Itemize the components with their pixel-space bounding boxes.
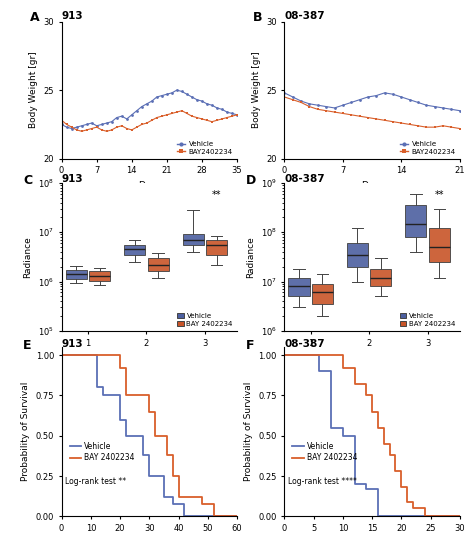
Legend: Vehicle, BAY 2402234: Vehicle, BAY 2402234 <box>399 313 456 328</box>
X-axis label: Days: Days <box>138 181 161 190</box>
Text: E: E <box>23 338 32 351</box>
Legend: Vehicle, BAY 2402234: Vehicle, BAY 2402234 <box>176 313 234 328</box>
Text: C: C <box>23 174 32 187</box>
Text: D: D <box>246 174 256 187</box>
X-axis label: Days: Days <box>361 181 383 190</box>
Text: **: ** <box>212 190 221 200</box>
Bar <box>206 240 227 254</box>
Text: 913: 913 <box>62 338 83 349</box>
Bar <box>182 235 204 245</box>
Y-axis label: Probability of Survival: Probability of Survival <box>21 382 30 482</box>
Text: 08-387: 08-387 <box>284 11 325 20</box>
Text: F: F <box>246 338 255 351</box>
Text: A: A <box>30 11 40 24</box>
Text: Log-rank test ****: Log-rank test **** <box>288 477 357 486</box>
Text: 08-387: 08-387 <box>284 174 325 184</box>
Text: **: ** <box>435 190 444 200</box>
Y-axis label: Radiance: Radiance <box>23 236 32 278</box>
Bar <box>312 284 333 304</box>
Text: 913: 913 <box>62 174 83 184</box>
X-axis label: Week: Week <box>137 353 162 362</box>
Bar <box>89 272 110 280</box>
Text: 08-387: 08-387 <box>284 338 325 349</box>
Bar <box>405 206 427 237</box>
Bar <box>429 228 450 262</box>
Legend: Vehicle, BAY2402234: Vehicle, BAY2402234 <box>399 140 456 155</box>
Text: 913: 913 <box>62 11 83 20</box>
Bar <box>66 270 87 279</box>
Bar <box>147 258 169 272</box>
Bar <box>347 243 368 267</box>
Bar <box>289 278 310 296</box>
Y-axis label: Body Weight [gr]: Body Weight [gr] <box>252 52 261 129</box>
Legend: Vehicle, BAY2402234: Vehicle, BAY2402234 <box>176 140 234 155</box>
Bar <box>370 269 392 286</box>
Legend: Vehicle, BAY 2402234: Vehicle, BAY 2402234 <box>69 441 136 463</box>
Text: B: B <box>253 11 262 24</box>
Bar <box>124 245 145 254</box>
Y-axis label: Probability of Survival: Probability of Survival <box>244 382 253 482</box>
X-axis label: Week: Week <box>360 353 384 362</box>
Y-axis label: Body Weight [gr]: Body Weight [gr] <box>29 52 38 129</box>
Legend: Vehicle, BAY 2402234: Vehicle, BAY 2402234 <box>292 441 358 463</box>
Y-axis label: Radiance: Radiance <box>246 236 255 278</box>
Text: Log-rank test **: Log-rank test ** <box>65 477 126 486</box>
